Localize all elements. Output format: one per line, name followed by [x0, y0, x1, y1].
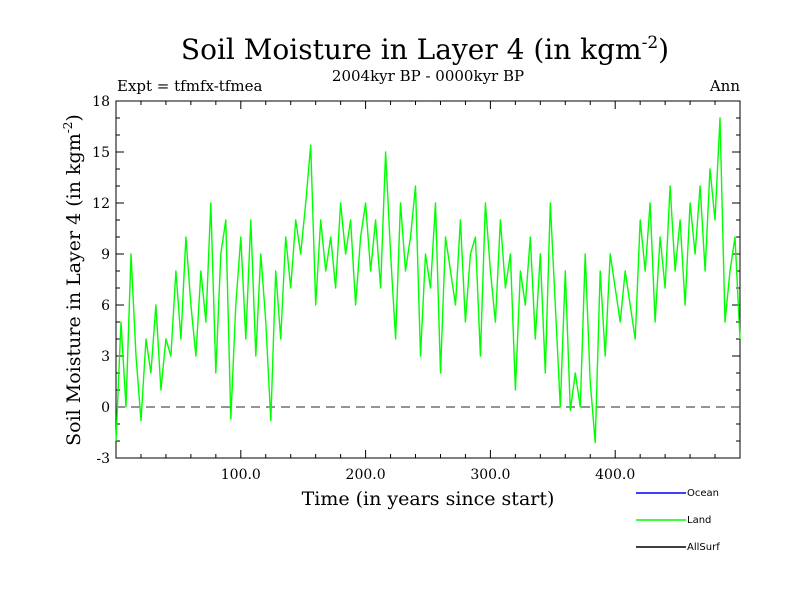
- season-label: Ann: [709, 77, 740, 95]
- y-tick-label: -3: [96, 451, 110, 467]
- y-tick-label: 18: [92, 94, 110, 110]
- x-tick-label: 200.0: [346, 467, 386, 483]
- series-line-land: [115, 117, 741, 444]
- chart-title: Soil Moisture in Layer 4 (in kgm-2): [181, 33, 669, 66]
- legend-label-allsurf: AllSurf: [687, 542, 720, 553]
- legend-label-ocean: Ocean: [687, 488, 719, 499]
- plot-frame: [115, 100, 741, 459]
- y-tick-label: 12: [92, 196, 110, 212]
- y-tick-label: 9: [101, 247, 110, 263]
- y-tick-label: 0: [101, 400, 110, 416]
- y-axis-label: Soil Moisture in Layer 4 (in kgm-2): [61, 114, 85, 446]
- x-axis-label: Time (in years since start): [302, 488, 555, 510]
- x-tick-label: 400.0: [595, 467, 635, 483]
- experiment-label: Expt = tfmfx-tfmea: [117, 77, 262, 95]
- y-tick-label: 15: [92, 145, 110, 161]
- y-tick-label: 6: [101, 298, 110, 314]
- x-tick-labels: 100.0 200.0 300.0 400.0: [221, 467, 635, 483]
- axis-ticks: [116, 100, 740, 459]
- period-label: 2004kyr BP - 0000kyr BP: [332, 67, 524, 85]
- y-tick-labels: -3 0 3 6 9 12 15 18: [92, 94, 110, 467]
- x-tick-label: 100.0: [221, 467, 261, 483]
- legend: Ocean Land AllSurf: [636, 488, 720, 553]
- legend-label-land: Land: [687, 515, 711, 526]
- x-tick-label: 300.0: [470, 467, 510, 483]
- y-tick-label: 3: [101, 349, 110, 365]
